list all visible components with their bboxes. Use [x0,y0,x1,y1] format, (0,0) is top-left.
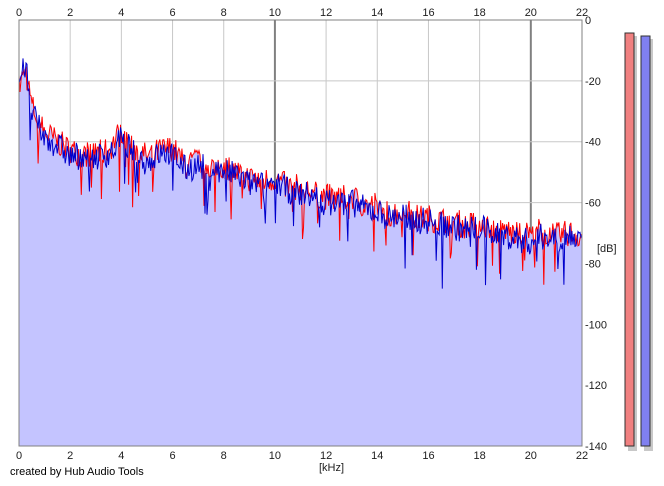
plot-frame [18,19,583,447]
y-tick-label-1: -20 [585,76,601,88]
x-tick-label-top-5: 10 [269,7,281,19]
x-tick-label-top-0: 0 [16,7,22,19]
x-tick-label-bottom-5: 10 [269,450,281,462]
x-tick-label-bottom-9: 18 [474,450,486,462]
x-tick-label-bottom-11: 22 [576,450,588,462]
x-tick-label-bottom-4: 8 [221,450,227,462]
x-tick-label-top-9: 18 [474,7,486,19]
y-tick-label-6: -120 [585,380,607,392]
x-tick-label-bottom-1: 2 [67,450,73,462]
y-tick-label-3: -60 [585,198,601,210]
x-tick-label-bottom-2: 4 [118,450,124,462]
y-tick-label-5: -100 [585,319,607,331]
credit-text: created by Hub Audio Tools [10,466,144,478]
series-line-right-channel [18,58,583,289]
x-tick-label-top-10: 20 [525,7,537,19]
x-tick-label-top-6: 12 [320,7,332,19]
x-tick-labels-bottom: 0 2 4 6 8 10 12 14 16 18 20 22 [16,450,588,462]
x-tick-label-bottom-0: 0 [16,450,22,462]
x-tick-label-top-8: 16 [422,7,434,19]
y-tick-label-7: -140 [585,441,607,453]
x-tick-label-top-2: 4 [118,7,124,19]
x-tick-label-bottom-7: 14 [371,450,383,462]
x-tick-label-bottom-3: 6 [169,450,175,462]
y-axis-label: [dB] [597,243,617,255]
x-tick-label-top-1: 2 [67,7,73,19]
y-tick-label-4: -80 [585,258,601,270]
meter-bar-left [624,32,635,447]
x-tick-label-top-7: 14 [371,7,383,19]
level-meters [624,32,653,451]
x-tick-label-bottom-6: 12 [320,450,332,462]
x-axis-label: [kHz] [319,462,344,474]
series-lines [18,58,583,289]
y-tick-label-2: -40 [585,137,601,149]
y-tick-labels: 0 -20 -40 -60 -80 -100 -120 -140 [585,15,607,453]
plot-border [18,19,583,447]
x-tick-label-bottom-8: 16 [422,450,434,462]
y-tick-label-0: 0 [585,15,591,27]
x-tick-labels-top: 0 2 4 6 8 10 12 14 16 18 20 22 [16,7,588,19]
meter-bar-right [640,35,651,447]
x-tick-label-top-11: 22 [576,7,588,19]
x-tick-label-top-3: 6 [169,7,175,19]
x-tick-label-bottom-10: 20 [525,450,537,462]
x-tick-label-top-4: 8 [221,7,227,19]
